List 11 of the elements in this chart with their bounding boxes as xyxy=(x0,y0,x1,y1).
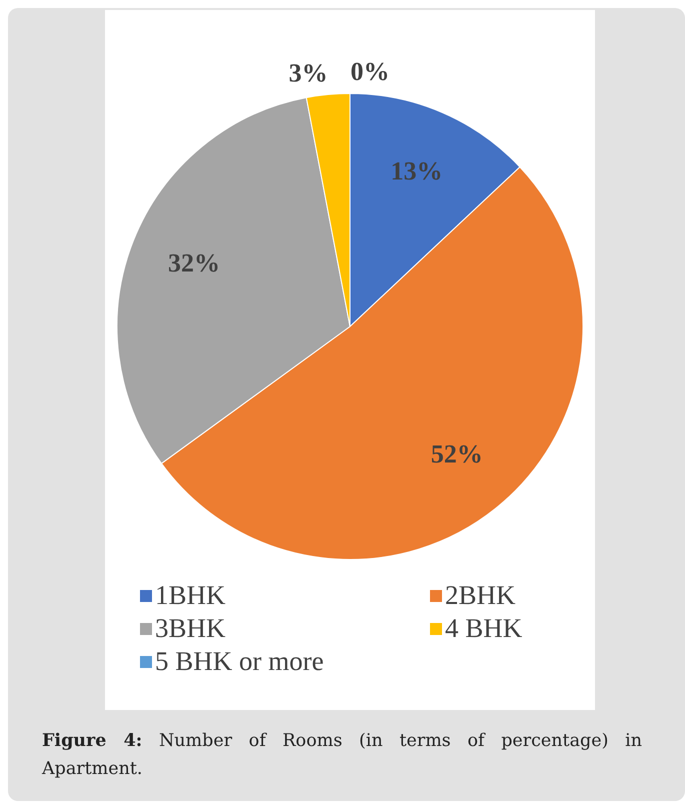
legend-label: 5 BHK or more xyxy=(155,646,324,677)
legend-label: 3BHK xyxy=(155,613,226,644)
data-label: 3% xyxy=(288,58,328,88)
legend-label: 2BHK xyxy=(445,580,516,611)
data-label: 32% xyxy=(168,248,220,278)
data-label: 52% xyxy=(430,439,483,468)
data-label: 13% xyxy=(390,156,443,186)
caption: Figure 4: Number of Rooms (in terms of percentage) in Apartment. xyxy=(42,730,642,781)
legend-label: 4 BHK xyxy=(445,613,522,644)
text: 0% xyxy=(350,57,390,86)
legend-label: 1BHK xyxy=(155,580,226,611)
